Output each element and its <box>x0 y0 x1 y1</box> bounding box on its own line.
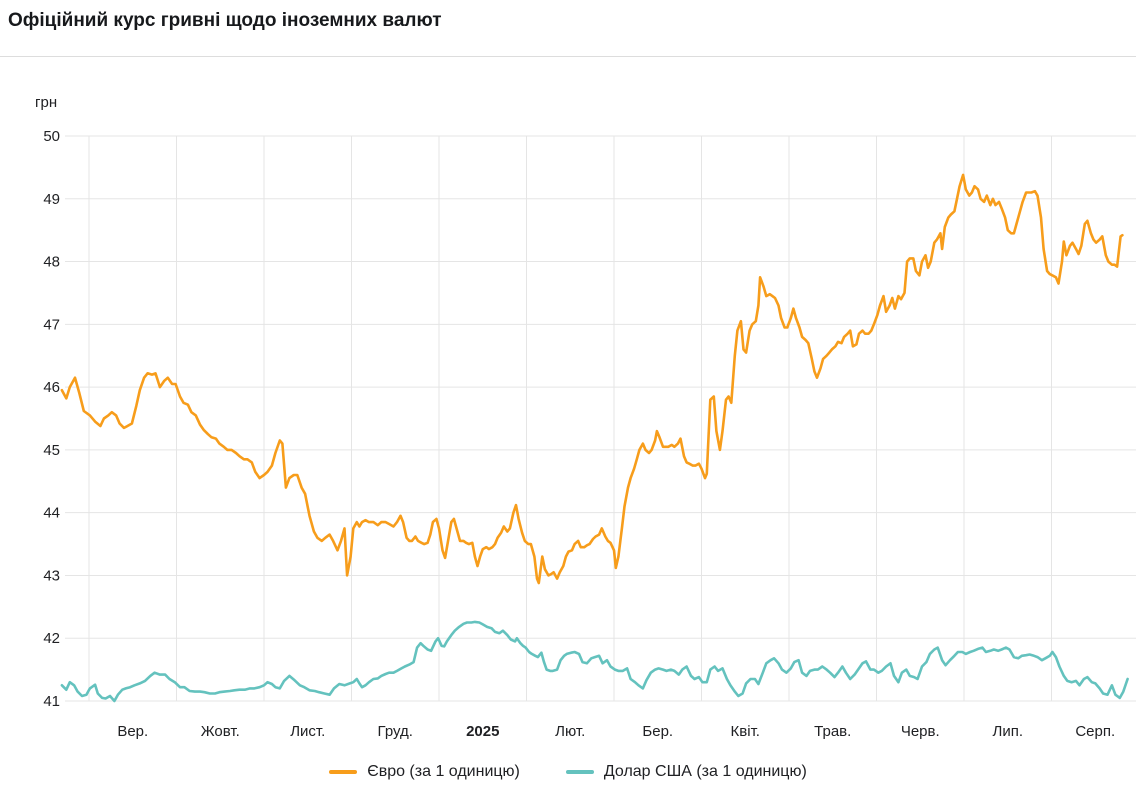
chart-legend: Євро (за 1 одиницю) Долар США (за 1 один… <box>0 763 1136 781</box>
y-tick-label: 44 <box>43 505 60 522</box>
euro-line <box>60 173 1124 585</box>
x-tick-label: Лист. <box>290 723 325 740</box>
legend-label-usd: Долар США (за 1 одиницю) <box>603 763 807 780</box>
euro-line-swatch <box>329 770 358 774</box>
x-tick-label: Бер. <box>642 723 673 740</box>
x-tick-label: 2025 <box>466 723 499 740</box>
x-tick-label: Вер. <box>117 723 148 740</box>
legend-label-euro: Євро (за 1 одиницю) <box>367 763 520 780</box>
y-tick-label: 41 <box>43 693 60 710</box>
y-tick-label: 47 <box>43 316 60 333</box>
x-tick-label: Трав. <box>814 723 851 740</box>
y-tick-label: 46 <box>43 379 60 396</box>
page-title: Офіційний курс гривні щодо іноземних вал… <box>8 10 442 31</box>
x-tick-label: Лют. <box>555 723 585 740</box>
y-tick-label: 43 <box>43 567 60 584</box>
y-tick-label: 49 <box>43 191 60 208</box>
legend-item-euro[interactable]: Євро (за 1 одиницю) <box>329 763 520 781</box>
y-tick-label: 45 <box>43 442 60 459</box>
title-divider <box>0 56 1136 57</box>
y-tick-label: 42 <box>43 630 60 647</box>
x-tick-label: Квіт. <box>731 723 760 740</box>
usd-line <box>60 620 1129 703</box>
x-tick-label: Груд. <box>378 723 413 740</box>
x-tick-label: Серп. <box>1075 723 1115 740</box>
legend-item-usd[interactable]: Долар США (за 1 одиницю) <box>565 763 807 781</box>
y-tick-label: 48 <box>43 254 60 271</box>
x-tick-label: Жовт. <box>201 723 240 740</box>
y-tick-label: 50 <box>43 128 60 145</box>
x-tick-label: Лип. <box>992 723 1023 740</box>
x-tick-label: Черв. <box>901 723 940 740</box>
y-axis-unit-label: грн <box>35 94 58 111</box>
usd-line-swatch <box>565 770 594 774</box>
